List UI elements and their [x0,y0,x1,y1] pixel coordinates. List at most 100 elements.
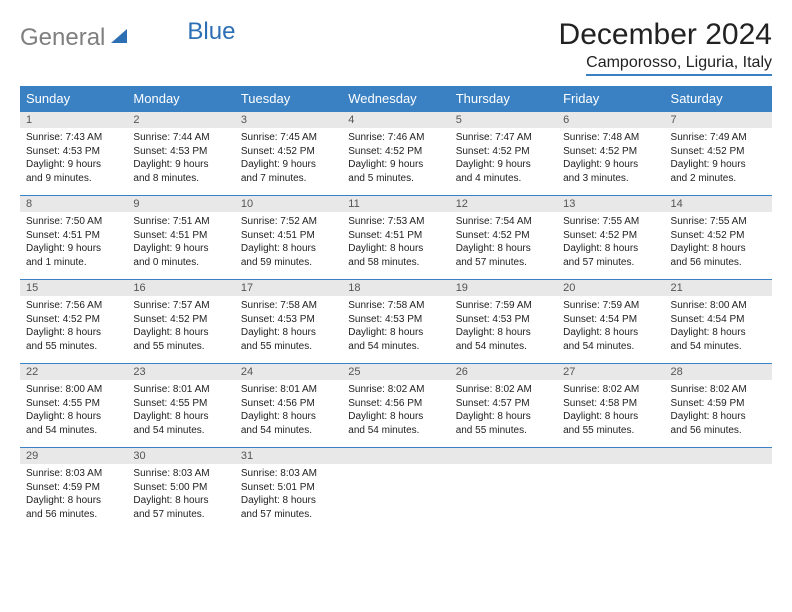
day-cell: 17Sunrise: 7:58 AMSunset: 4:53 PMDayligh… [235,280,342,364]
sunrise-text: Sunrise: 8:02 AM [671,383,766,397]
day-body: Sunrise: 8:02 AMSunset: 4:57 PMDaylight:… [450,380,557,441]
day-body [342,464,449,520]
daylight-line1: Daylight: 9 hours [133,158,228,172]
daylight-line1: Daylight: 9 hours [348,158,443,172]
sunset-text: Sunset: 4:52 PM [563,229,658,243]
day-number: 4 [342,112,449,128]
sunset-text: Sunset: 4:51 PM [241,229,336,243]
daylight-line1: Daylight: 8 hours [563,326,658,340]
sunrise-text: Sunrise: 7:47 AM [456,131,551,145]
daylight-line2: and 2 minutes. [671,172,766,186]
header: General Blue December 2024 Camporosso, L… [20,18,772,76]
day-number: 7 [665,112,772,128]
daylight-line1: Daylight: 8 hours [456,410,551,424]
daylight-line1: Daylight: 9 hours [456,158,551,172]
daylight-line2: and 7 minutes. [241,172,336,186]
day-cell: 10Sunrise: 7:52 AMSunset: 4:51 PMDayligh… [235,196,342,280]
sunset-text: Sunset: 4:52 PM [563,145,658,159]
sunrise-text: Sunrise: 7:43 AM [26,131,121,145]
logo: General Blue [20,18,235,52]
day-body: Sunrise: 7:48 AMSunset: 4:52 PMDaylight:… [557,128,664,189]
daylight-line2: and 54 minutes. [133,424,228,438]
daylight-line2: and 5 minutes. [348,172,443,186]
weekday-header-row: Sunday Monday Tuesday Wednesday Thursday… [20,86,772,112]
daylight-line1: Daylight: 8 hours [241,242,336,256]
daylight-line1: Daylight: 8 hours [671,326,766,340]
day-number: 3 [235,112,342,128]
daylight-line1: Daylight: 8 hours [456,326,551,340]
day-body: Sunrise: 8:01 AMSunset: 4:56 PMDaylight:… [235,380,342,441]
sunset-text: Sunset: 4:56 PM [241,397,336,411]
week-row: 8Sunrise: 7:50 AMSunset: 4:51 PMDaylight… [20,196,772,280]
day-number: 18 [342,280,449,296]
day-body: Sunrise: 7:56 AMSunset: 4:52 PMDaylight:… [20,296,127,357]
day-cell: 12Sunrise: 7:54 AMSunset: 4:52 PMDayligh… [450,196,557,280]
sunset-text: Sunset: 4:55 PM [133,397,228,411]
daylight-line2: and 1 minute. [26,256,121,270]
day-cell: 23Sunrise: 8:01 AMSunset: 4:55 PMDayligh… [127,364,234,448]
day-number [450,448,557,464]
sunrise-text: Sunrise: 8:02 AM [348,383,443,397]
day-body: Sunrise: 7:52 AMSunset: 4:51 PMDaylight:… [235,212,342,273]
day-cell: 24Sunrise: 8:01 AMSunset: 4:56 PMDayligh… [235,364,342,448]
daylight-line2: and 55 minutes. [241,340,336,354]
sunset-text: Sunset: 4:53 PM [348,313,443,327]
daylight-line1: Daylight: 8 hours [241,326,336,340]
sunrise-text: Sunrise: 7:48 AM [563,131,658,145]
daylight-line1: Daylight: 8 hours [133,326,228,340]
day-number: 14 [665,196,772,212]
daylight-line1: Daylight: 8 hours [671,410,766,424]
daylight-line1: Daylight: 8 hours [241,410,336,424]
day-cell: 7Sunrise: 7:49 AMSunset: 4:52 PMDaylight… [665,112,772,196]
sunrise-text: Sunrise: 7:45 AM [241,131,336,145]
day-cell: 5Sunrise: 7:47 AMSunset: 4:52 PMDaylight… [450,112,557,196]
sunrise-text: Sunrise: 8:00 AM [26,383,121,397]
day-body: Sunrise: 7:43 AMSunset: 4:53 PMDaylight:… [20,128,127,189]
day-cell [665,448,772,532]
week-row: 15Sunrise: 7:56 AMSunset: 4:52 PMDayligh… [20,280,772,364]
day-number: 26 [450,364,557,380]
day-body: Sunrise: 7:45 AMSunset: 4:52 PMDaylight:… [235,128,342,189]
sunrise-text: Sunrise: 7:59 AM [563,299,658,313]
day-cell: 28Sunrise: 8:02 AMSunset: 4:59 PMDayligh… [665,364,772,448]
day-body: Sunrise: 8:02 AMSunset: 4:59 PMDaylight:… [665,380,772,441]
day-number: 19 [450,280,557,296]
daylight-line1: Daylight: 9 hours [133,242,228,256]
sunset-text: Sunset: 4:52 PM [26,313,121,327]
day-cell: 4Sunrise: 7:46 AMSunset: 4:52 PMDaylight… [342,112,449,196]
daylight-line2: and 4 minutes. [456,172,551,186]
day-body: Sunrise: 8:01 AMSunset: 4:55 PMDaylight:… [127,380,234,441]
day-body: Sunrise: 7:58 AMSunset: 4:53 PMDaylight:… [342,296,449,357]
day-body: Sunrise: 7:55 AMSunset: 4:52 PMDaylight:… [557,212,664,273]
day-body: Sunrise: 7:53 AMSunset: 4:51 PMDaylight:… [342,212,449,273]
day-number: 28 [665,364,772,380]
week-row: 29Sunrise: 8:03 AMSunset: 4:59 PMDayligh… [20,448,772,532]
logo-text-blue: Blue [187,18,235,46]
sunset-text: Sunset: 4:51 PM [348,229,443,243]
daylight-line1: Daylight: 9 hours [563,158,658,172]
sunset-text: Sunset: 4:59 PM [26,481,121,495]
location-label: Camporosso, Liguria, Italy [586,54,772,76]
day-cell: 26Sunrise: 8:02 AMSunset: 4:57 PMDayligh… [450,364,557,448]
daylight-line1: Daylight: 8 hours [348,410,443,424]
day-body: Sunrise: 7:57 AMSunset: 4:52 PMDaylight:… [127,296,234,357]
day-number: 31 [235,448,342,464]
sunrise-text: Sunrise: 8:03 AM [26,467,121,481]
page: General Blue December 2024 Camporosso, L… [0,0,792,612]
day-body: Sunrise: 7:49 AMSunset: 4:52 PMDaylight:… [665,128,772,189]
sunset-text: Sunset: 4:53 PM [456,313,551,327]
daylight-line2: and 56 minutes. [26,508,121,522]
day-cell: 6Sunrise: 7:48 AMSunset: 4:52 PMDaylight… [557,112,664,196]
daylight-line2: and 57 minutes. [241,508,336,522]
daylight-line1: Daylight: 8 hours [241,494,336,508]
week-row: 1Sunrise: 7:43 AMSunset: 4:53 PMDaylight… [20,112,772,196]
day-cell: 21Sunrise: 8:00 AMSunset: 4:54 PMDayligh… [665,280,772,364]
day-number: 21 [665,280,772,296]
sunset-text: Sunset: 4:51 PM [133,229,228,243]
day-number: 11 [342,196,449,212]
day-cell: 1Sunrise: 7:43 AMSunset: 4:53 PMDaylight… [20,112,127,196]
week-row: 22Sunrise: 8:00 AMSunset: 4:55 PMDayligh… [20,364,772,448]
day-body: Sunrise: 8:00 AMSunset: 4:54 PMDaylight:… [665,296,772,357]
weekday-header: Saturday [665,86,772,112]
sunset-text: Sunset: 4:53 PM [133,145,228,159]
